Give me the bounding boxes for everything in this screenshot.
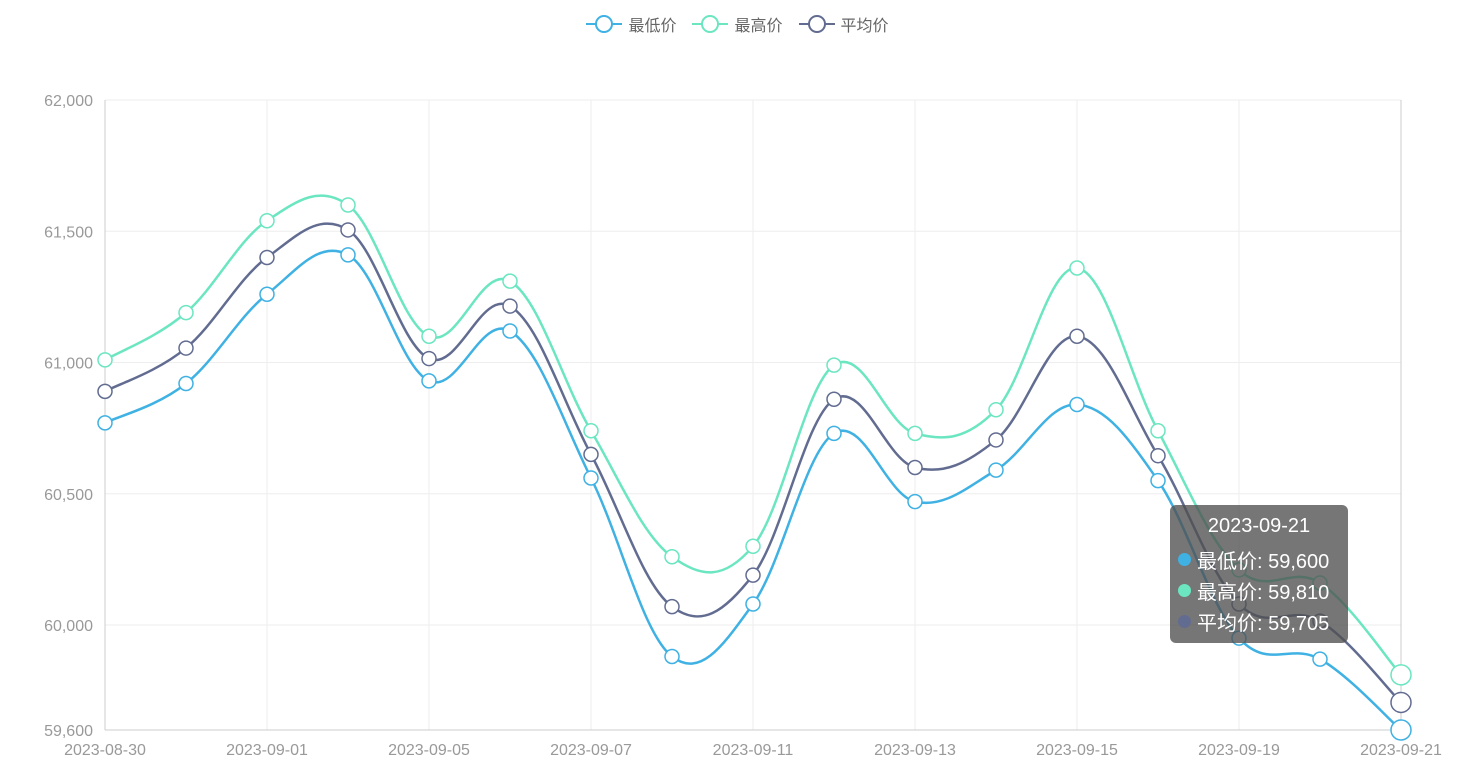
data-point[interactable]	[1150, 472, 1166, 489]
series-lines	[97, 194, 1412, 741]
data-point[interactable]	[826, 357, 842, 373]
tooltip-value-max: 最高价: 59,810	[1197, 582, 1330, 604]
data-point[interactable]	[745, 596, 761, 612]
data-point[interactable]	[1069, 396, 1085, 413]
data-point[interactable]	[1390, 664, 1412, 686]
tooltip-dot-avg-icon	[1178, 615, 1191, 628]
y-tick-label: 60,000	[44, 618, 93, 635]
data-point[interactable]	[421, 350, 437, 367]
tooltip-row-avg: 平均价: 59,705	[1178, 606, 1340, 637]
x-tick-label: 2023-09-13	[874, 742, 956, 759]
data-point[interactable]	[178, 375, 194, 392]
y-tick-label: 61,000	[44, 356, 93, 373]
x-tick-label: 2023-09-21	[1360, 742, 1442, 759]
data-point[interactable]	[421, 373, 437, 389]
data-point[interactable]	[259, 249, 275, 266]
data-point[interactable]	[988, 402, 1004, 418]
data-point[interactable]	[97, 352, 113, 368]
data-point[interactable]	[988, 432, 1004, 448]
y-tick-label: 61,500	[44, 224, 93, 241]
data-point[interactable]	[340, 197, 356, 213]
data-point[interactable]	[745, 567, 761, 583]
legend-label-avg: 平均价	[840, 18, 889, 35]
tooltip-dot-min-icon	[1178, 553, 1191, 566]
x-tick-label: 2023-09-11	[713, 742, 794, 759]
data-point[interactable]	[907, 493, 923, 510]
data-point[interactable]	[502, 323, 518, 339]
tooltip-row-min: 最低价: 59,600	[1178, 544, 1340, 575]
tooltip-dot-max-icon	[1178, 584, 1191, 597]
legend-swatch-min-icon	[586, 15, 623, 33]
data-point[interactable]	[583, 470, 599, 486]
data-point[interactable]	[583, 423, 599, 439]
data-point[interactable]	[178, 340, 194, 356]
data-point[interactable]	[340, 222, 356, 238]
data-point[interactable]	[97, 383, 113, 400]
y-tick-label: 62,000	[44, 93, 93, 110]
data-point[interactable]	[1069, 328, 1085, 344]
data-point[interactable]	[1390, 719, 1412, 741]
data-point[interactable]	[745, 538, 761, 554]
data-point[interactable]	[259, 286, 275, 302]
data-point[interactable]	[583, 446, 599, 463]
data-point[interactable]	[502, 298, 518, 314]
tooltip-row-max: 最高价: 59,810	[1178, 575, 1340, 606]
data-point[interactable]	[97, 415, 113, 431]
x-tick-label: 2023-09-19	[1198, 742, 1280, 759]
x-tick-label: 2023-08-30	[64, 742, 146, 759]
x-tick-label: 2023-09-15	[1036, 742, 1118, 759]
tooltip-value-avg: 平均价: 59,705	[1197, 613, 1330, 635]
axes: 59,600 60,000 60,500 61,000 61,500 62,000 2023…	[44, 93, 1442, 759]
tooltip: 2023-09-21 最低价: 59,600 最高价: 59,810 平均价: …	[1170, 505, 1348, 643]
data-point[interactable]	[664, 598, 680, 615]
legend: 最低价 最高价 平均价	[0, 12, 1475, 36]
tooltip-value-min: 最低价: 59,600	[1197, 551, 1330, 573]
data-point[interactable]	[826, 425, 842, 442]
legend-label-max: 最高价	[734, 18, 783, 35]
y-tick-label: 60,500	[44, 487, 93, 504]
data-point[interactable]	[1069, 260, 1085, 276]
data-point[interactable]	[421, 328, 437, 344]
data-point[interactable]	[1150, 447, 1166, 464]
data-point[interactable]	[1150, 423, 1166, 439]
data-point[interactable]	[664, 648, 680, 665]
data-point[interactable]	[1312, 651, 1328, 667]
tooltip-title: 2023-09-21	[1207, 515, 1311, 537]
data-point[interactable]	[907, 425, 923, 442]
data-point[interactable]	[826, 391, 842, 407]
data-point[interactable]	[178, 304, 194, 321]
x-tick-label: 2023-09-05	[388, 742, 470, 759]
x-tick-label: 2023-09-07	[550, 742, 632, 759]
x-tick-label: 2023-09-01	[226, 742, 308, 759]
data-point[interactable]	[988, 462, 1004, 478]
legend-item-avg[interactable]: 平均价	[798, 12, 889, 36]
data-point[interactable]	[664, 549, 680, 565]
data-point[interactable]	[259, 213, 275, 229]
legend-swatch-max-icon	[692, 15, 729, 33]
data-point[interactable]	[502, 273, 518, 289]
legend-label-min: 最低价	[628, 18, 677, 35]
legend-item-max[interactable]: 最高价	[692, 12, 783, 36]
data-point[interactable]	[340, 247, 356, 263]
legend-swatch-avg-icon	[798, 15, 835, 33]
legend-item-min[interactable]: 最低价	[586, 12, 676, 36]
data-point[interactable]	[1390, 691, 1412, 714]
y-tick-label: 59,600	[44, 723, 93, 740]
data-point[interactable]	[907, 459, 923, 476]
